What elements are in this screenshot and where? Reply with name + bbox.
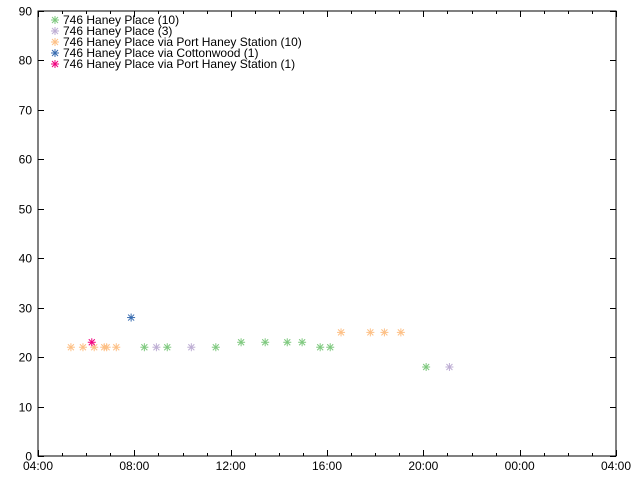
y-tick-label: 0 xyxy=(25,450,32,464)
data-point xyxy=(102,343,111,352)
y-tick-label: 40 xyxy=(19,252,33,266)
y-tick-label: 60 xyxy=(19,153,33,167)
data-point xyxy=(298,338,307,347)
data-point xyxy=(140,343,149,352)
x-tick-label: 16:00 xyxy=(312,459,342,473)
axes: 0 10 20 30 40 50 60 70 80 90 04:00 08:00 12:00 16:00 2… xyxy=(19,5,632,474)
data-point xyxy=(283,338,292,347)
data-point xyxy=(337,328,346,337)
x-tick-label: 12:00 xyxy=(216,459,246,473)
data-point xyxy=(316,343,325,352)
legend-label: 746 Haney Place via Port Haney Station (… xyxy=(63,35,302,49)
x-tick-label: 08:00 xyxy=(119,459,149,473)
data-point xyxy=(380,328,389,337)
data-point xyxy=(211,343,220,352)
x-tick-label: 04:00 xyxy=(601,459,631,473)
legend-marker xyxy=(51,60,59,68)
legend-label: 746 Haney Place (3) xyxy=(63,24,172,38)
x-tick-label: 04:00 xyxy=(23,459,53,473)
data-point xyxy=(261,338,270,347)
x-tick-label: 00:00 xyxy=(505,459,535,473)
data-point xyxy=(152,343,161,352)
data-point xyxy=(163,343,172,352)
y-tick-label: 90 xyxy=(19,5,33,19)
legend-label: 746 Haney Place (10) xyxy=(63,13,179,27)
data-point xyxy=(187,343,196,352)
data-points xyxy=(66,313,454,371)
y-tick-label: 30 xyxy=(19,302,33,316)
data-point xyxy=(445,363,454,371)
legend-marker xyxy=(51,27,59,35)
data-point xyxy=(78,343,87,352)
data-point xyxy=(396,328,405,337)
y-tick-label: 70 xyxy=(19,104,33,118)
data-point xyxy=(112,343,121,352)
data-point xyxy=(366,328,375,337)
y-tick-label: 20 xyxy=(19,351,33,365)
data-point xyxy=(127,313,136,322)
legend-label: 746 Haney Place via Cottonwood (1) xyxy=(63,46,258,60)
legend-marker xyxy=(51,16,59,24)
y-tick-label: 80 xyxy=(19,54,33,68)
legend: 746 Haney Place (10)746 Haney Place (3)7… xyxy=(51,13,302,71)
x-tick-label: 20:00 xyxy=(408,459,438,473)
data-point xyxy=(87,338,96,347)
y-tick-label: 50 xyxy=(19,203,33,217)
legend-label: 746 Haney Place via Port Haney Station (… xyxy=(63,57,295,71)
y-tick-label: 10 xyxy=(19,401,33,415)
data-point xyxy=(422,363,431,371)
data-point xyxy=(326,343,335,352)
legend-marker xyxy=(51,38,59,46)
data-point xyxy=(66,343,75,352)
plot-border xyxy=(37,10,617,457)
legend-marker xyxy=(51,49,59,57)
data-point xyxy=(237,338,246,347)
